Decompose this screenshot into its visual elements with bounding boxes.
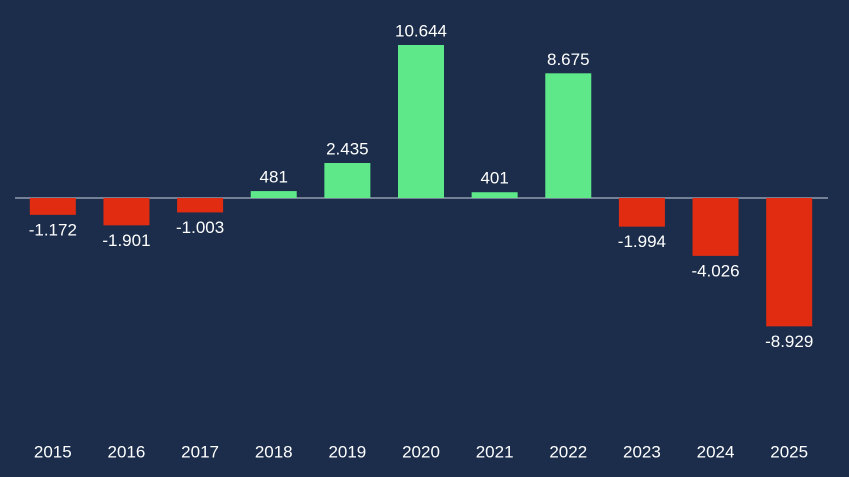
bar — [250, 191, 297, 198]
x-tick-label: 2025 — [770, 442, 808, 461]
value-label: 8.675 — [547, 50, 590, 69]
value-label: -1.901 — [102, 231, 150, 250]
x-tick-label: 2017 — [181, 442, 219, 461]
value-label: -4.026 — [691, 261, 739, 280]
bar — [471, 192, 518, 198]
value-label: -1.172 — [29, 220, 77, 239]
value-label: 10.644 — [395, 21, 447, 40]
value-label: -8.929 — [765, 332, 813, 351]
value-label: 2.435 — [326, 139, 369, 158]
x-tick-label: 2023 — [623, 442, 661, 461]
bar — [766, 198, 813, 327]
value-label: 481 — [260, 168, 288, 187]
x-tick-label: 2020 — [402, 442, 440, 461]
bar — [29, 198, 76, 215]
x-tick-label: 2019 — [328, 442, 366, 461]
bar — [398, 45, 444, 198]
x-tick-label: 2016 — [108, 442, 146, 461]
x-tick-label: 2021 — [476, 442, 514, 461]
bar — [324, 162, 371, 198]
value-label: -1.003 — [176, 218, 224, 237]
value-label: 401 — [480, 169, 508, 188]
bar — [177, 198, 224, 213]
value-label: -1.994 — [618, 232, 666, 251]
x-tick-label: 2015 — [34, 442, 72, 461]
x-tick-label: 2022 — [549, 442, 587, 461]
bar — [618, 198, 665, 227]
bar — [103, 198, 150, 226]
bar — [545, 73, 592, 198]
x-tick-label: 2018 — [255, 442, 293, 461]
bar — [692, 198, 739, 256]
x-tick-label: 2024 — [697, 442, 735, 461]
